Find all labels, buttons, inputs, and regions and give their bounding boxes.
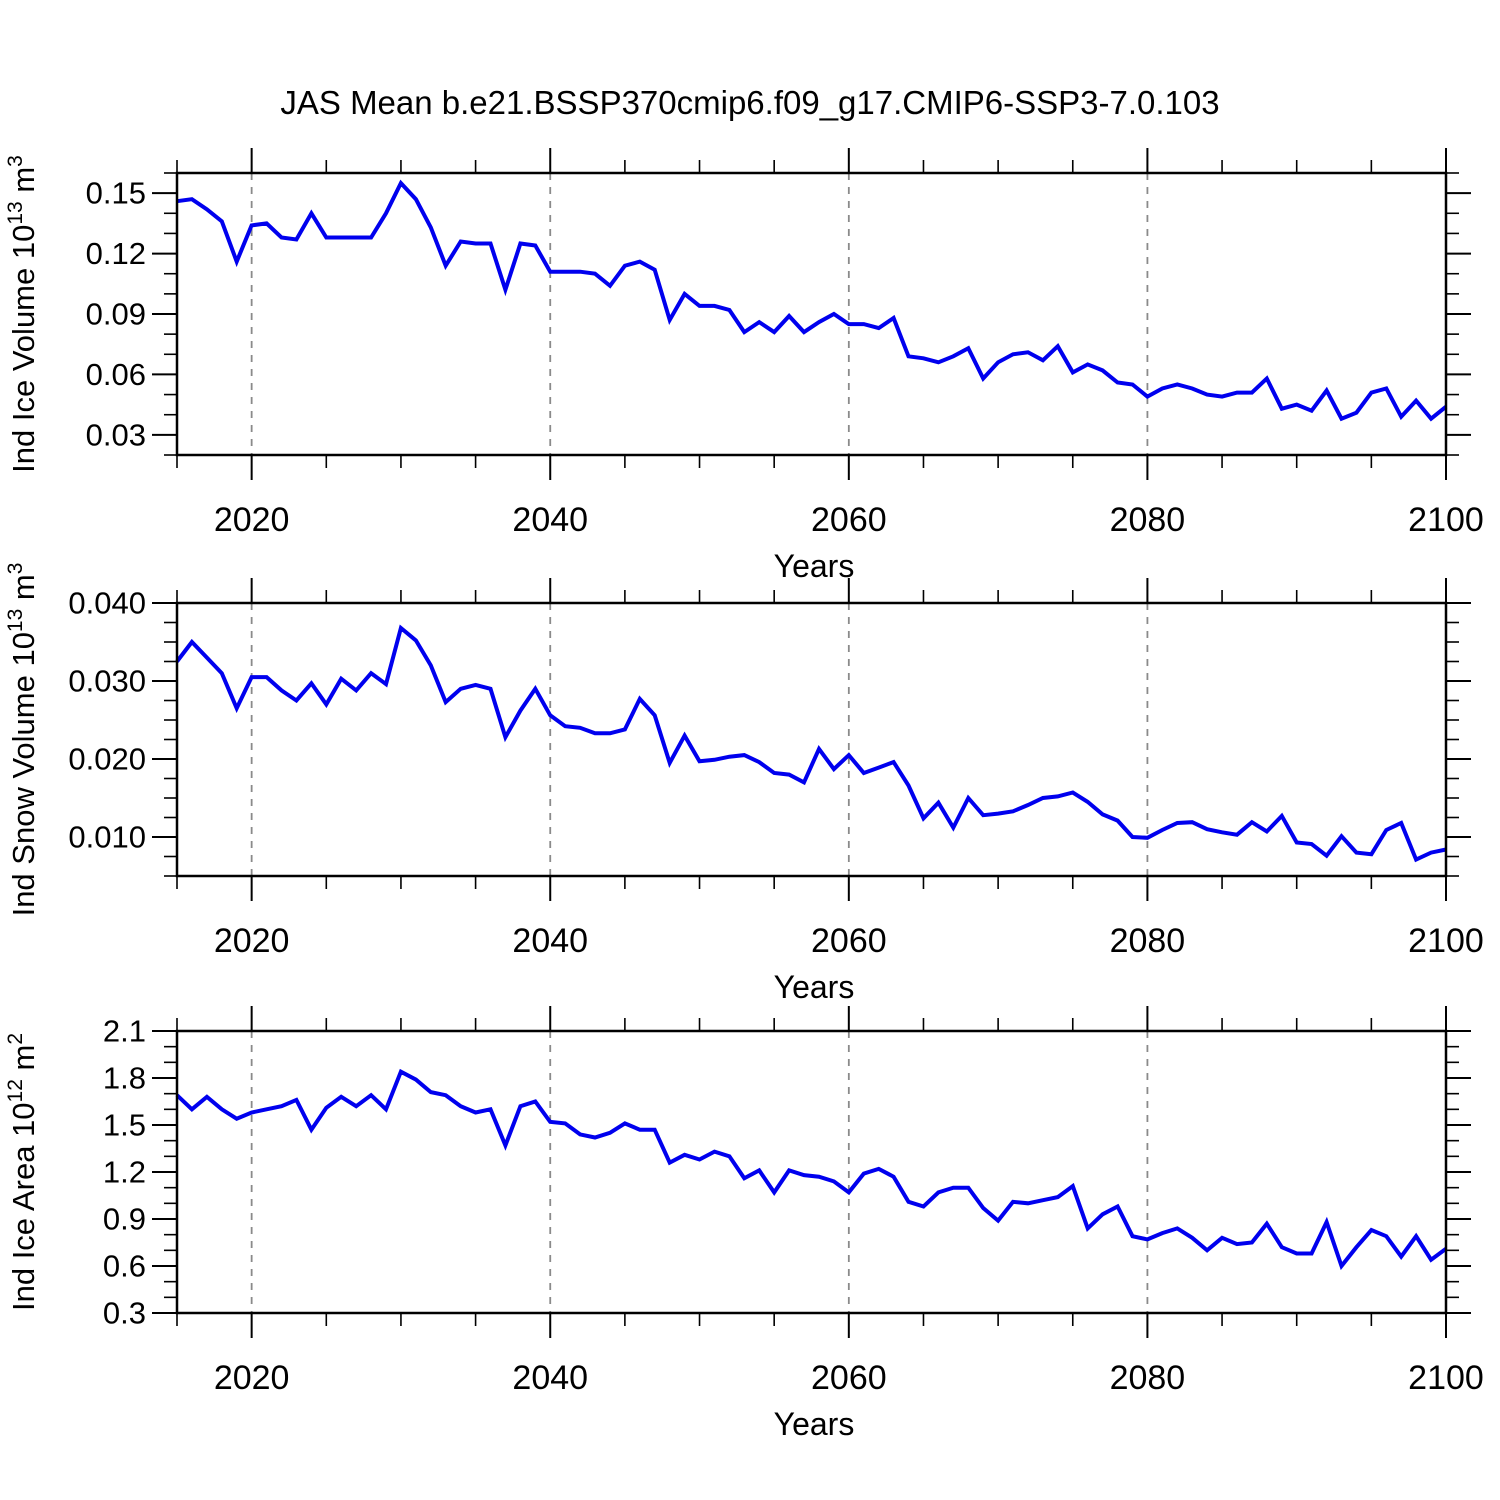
x-tick-label: 2080 <box>1110 1359 1186 1397</box>
series-line-ind-ice-area <box>175 1068 1448 1271</box>
y-axis-title-panel1: Ind Ice Volume 1013​ m3​ <box>4 155 41 473</box>
y-tick-label: 2.1 <box>103 1014 146 1049</box>
y-tick-label: 0.3 <box>103 1296 146 1331</box>
x-tick-label: 2100 <box>1408 501 1484 539</box>
series-line-ind-ice-volume <box>176 179 1448 422</box>
x-tick-label: 2040 <box>512 1359 588 1397</box>
y-axis-title-panel3: Ind Ice Area 1012​ m2​ <box>4 1033 41 1311</box>
x-tick-label: 2060 <box>811 922 887 960</box>
x-tick-label: 2080 <box>1110 501 1186 539</box>
plot-frame-panel1 <box>175 171 1448 457</box>
x-tick-label: 2080 <box>1110 922 1186 960</box>
y-tick-label: 0.030 <box>68 664 146 699</box>
x-tick-label: 2020 <box>214 1359 290 1397</box>
x-tick-label: 2040 <box>512 922 588 960</box>
y-tick-label: 1.8 <box>103 1061 146 1096</box>
chart-title: JAS Mean b.e21.BSSP370cmip6.f09_g17.CMIP… <box>280 84 1220 121</box>
x-tick-label: 2060 <box>811 1359 887 1397</box>
plot-frame-panel3 <box>175 1029 1448 1315</box>
y-tick-label: 0.020 <box>68 742 146 777</box>
x-tick-label: 2020 <box>214 922 290 960</box>
x-tick-label: 2040 <box>512 501 588 539</box>
y-axis-title-panel2: Ind Snow Volume 1013​ m3​ <box>4 563 41 917</box>
x-tick-label: 2060 <box>811 501 887 539</box>
y-tick-label: 0.06 <box>86 357 146 392</box>
y-tick-label: 0.15 <box>86 176 146 211</box>
x-axis-title-panel1: Years <box>774 548 855 584</box>
y-tick-label: 0.010 <box>68 820 146 855</box>
x-tick-label: 2100 <box>1408 1359 1484 1397</box>
series-line-ind-snow-volume <box>175 624 1447 863</box>
x-tick-label: 2020 <box>214 501 290 539</box>
y-tick-label: 1.2 <box>103 1155 146 1190</box>
y-tick-label: 0.03 <box>86 417 146 452</box>
x-axis-title-panel2: Years <box>774 969 855 1005</box>
y-tick-label: 0.9 <box>103 1202 146 1237</box>
y-tick-label: 0.09 <box>86 297 146 332</box>
y-tick-label: 0.12 <box>86 236 146 271</box>
y-tick-label: 0.6 <box>103 1249 146 1284</box>
y-tick-label: 1.5 <box>103 1108 146 1143</box>
x-tick-label: 2100 <box>1408 922 1484 960</box>
plot-frame-panel2 <box>175 601 1448 878</box>
y-tick-label: 0.040 <box>68 586 146 621</box>
x-axis-title-panel3: Years <box>774 1406 855 1442</box>
